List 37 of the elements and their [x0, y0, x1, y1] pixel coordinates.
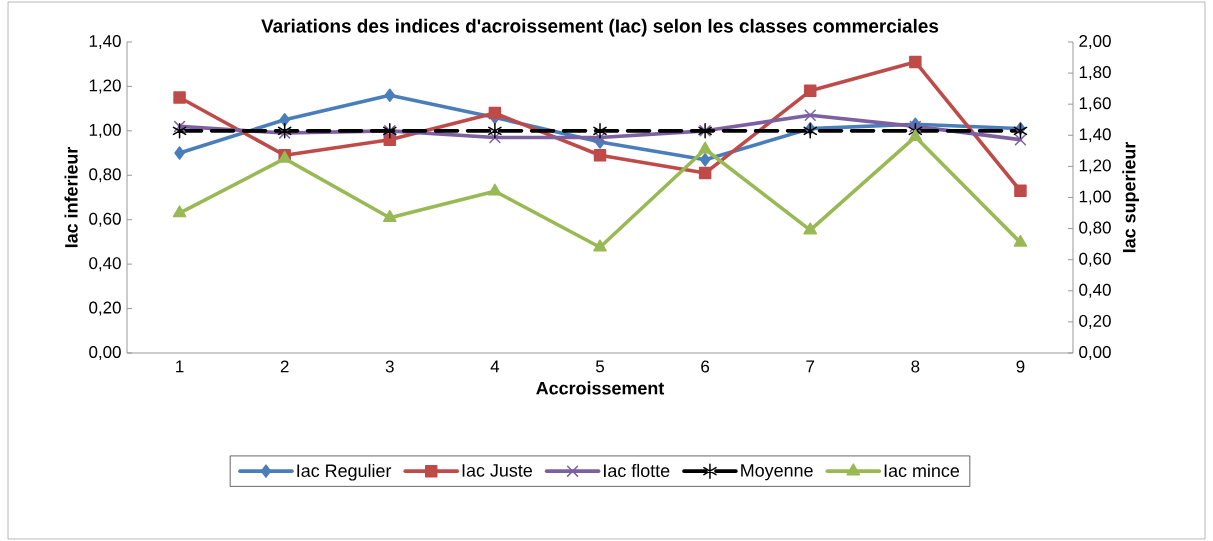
y2-tick-label: 1,40: [1079, 128, 1111, 143]
y-axis-title: Iac inferieur: [64, 146, 78, 248]
y2-tick-label: 0,60: [1079, 252, 1111, 267]
y-tick-label: 1,40: [89, 34, 121, 49]
x-tick-label: 5: [595, 360, 604, 373]
y-tick-label: 1,00: [89, 123, 121, 138]
legend-label: Iac flotte: [604, 463, 670, 478]
y-tick-label: 0,00: [89, 345, 121, 360]
x-axis-title: Accroissement: [536, 381, 665, 395]
y2-axis-title: Iac superieur: [1122, 141, 1140, 253]
legend-label: Moyenne: [741, 464, 813, 481]
y2-tick-label: 2,00: [1079, 34, 1111, 49]
y-tick-label: 0,40: [89, 257, 121, 272]
y-tick-label: 0,20: [89, 301, 121, 316]
y-tick-label: 1,20: [89, 79, 121, 94]
y2-tick-label: 1,60: [1079, 97, 1111, 112]
y-tick-label: 0,80: [89, 168, 121, 183]
x-tick-label: 4: [490, 360, 500, 373]
x-tick-label: 2: [280, 360, 289, 373]
chart-title: Variations des indices d'acroissement (Iac) selon les classes commerciales: [261, 18, 939, 37]
legend-label: Iac Regulier: [297, 463, 392, 481]
x-tick-label: 8: [911, 360, 920, 373]
x-tick-label: 3: [385, 360, 394, 373]
y2-tick-label: 0,00: [1079, 345, 1111, 360]
x-tick-label: 7: [806, 360, 815, 373]
x-tick-label: 9: [1016, 360, 1025, 373]
x-tick-label: 1: [176, 360, 184, 373]
x-tick-label: 6: [701, 360, 710, 373]
legend-label: Iac mince: [884, 463, 960, 478]
y2-tick-label: 0,40: [1079, 283, 1111, 298]
y2-tick-label: 0,20: [1079, 314, 1111, 329]
y2-tick-label: 0,80: [1079, 221, 1111, 236]
y2-tick-label: 1,20: [1079, 159, 1111, 174]
y2-tick-label: 1,00: [1079, 190, 1111, 205]
legend-label: Iac Juste: [462, 464, 532, 477]
y-tick-label: 0,60: [89, 212, 121, 227]
y2-tick-label: 1,80: [1079, 66, 1111, 81]
